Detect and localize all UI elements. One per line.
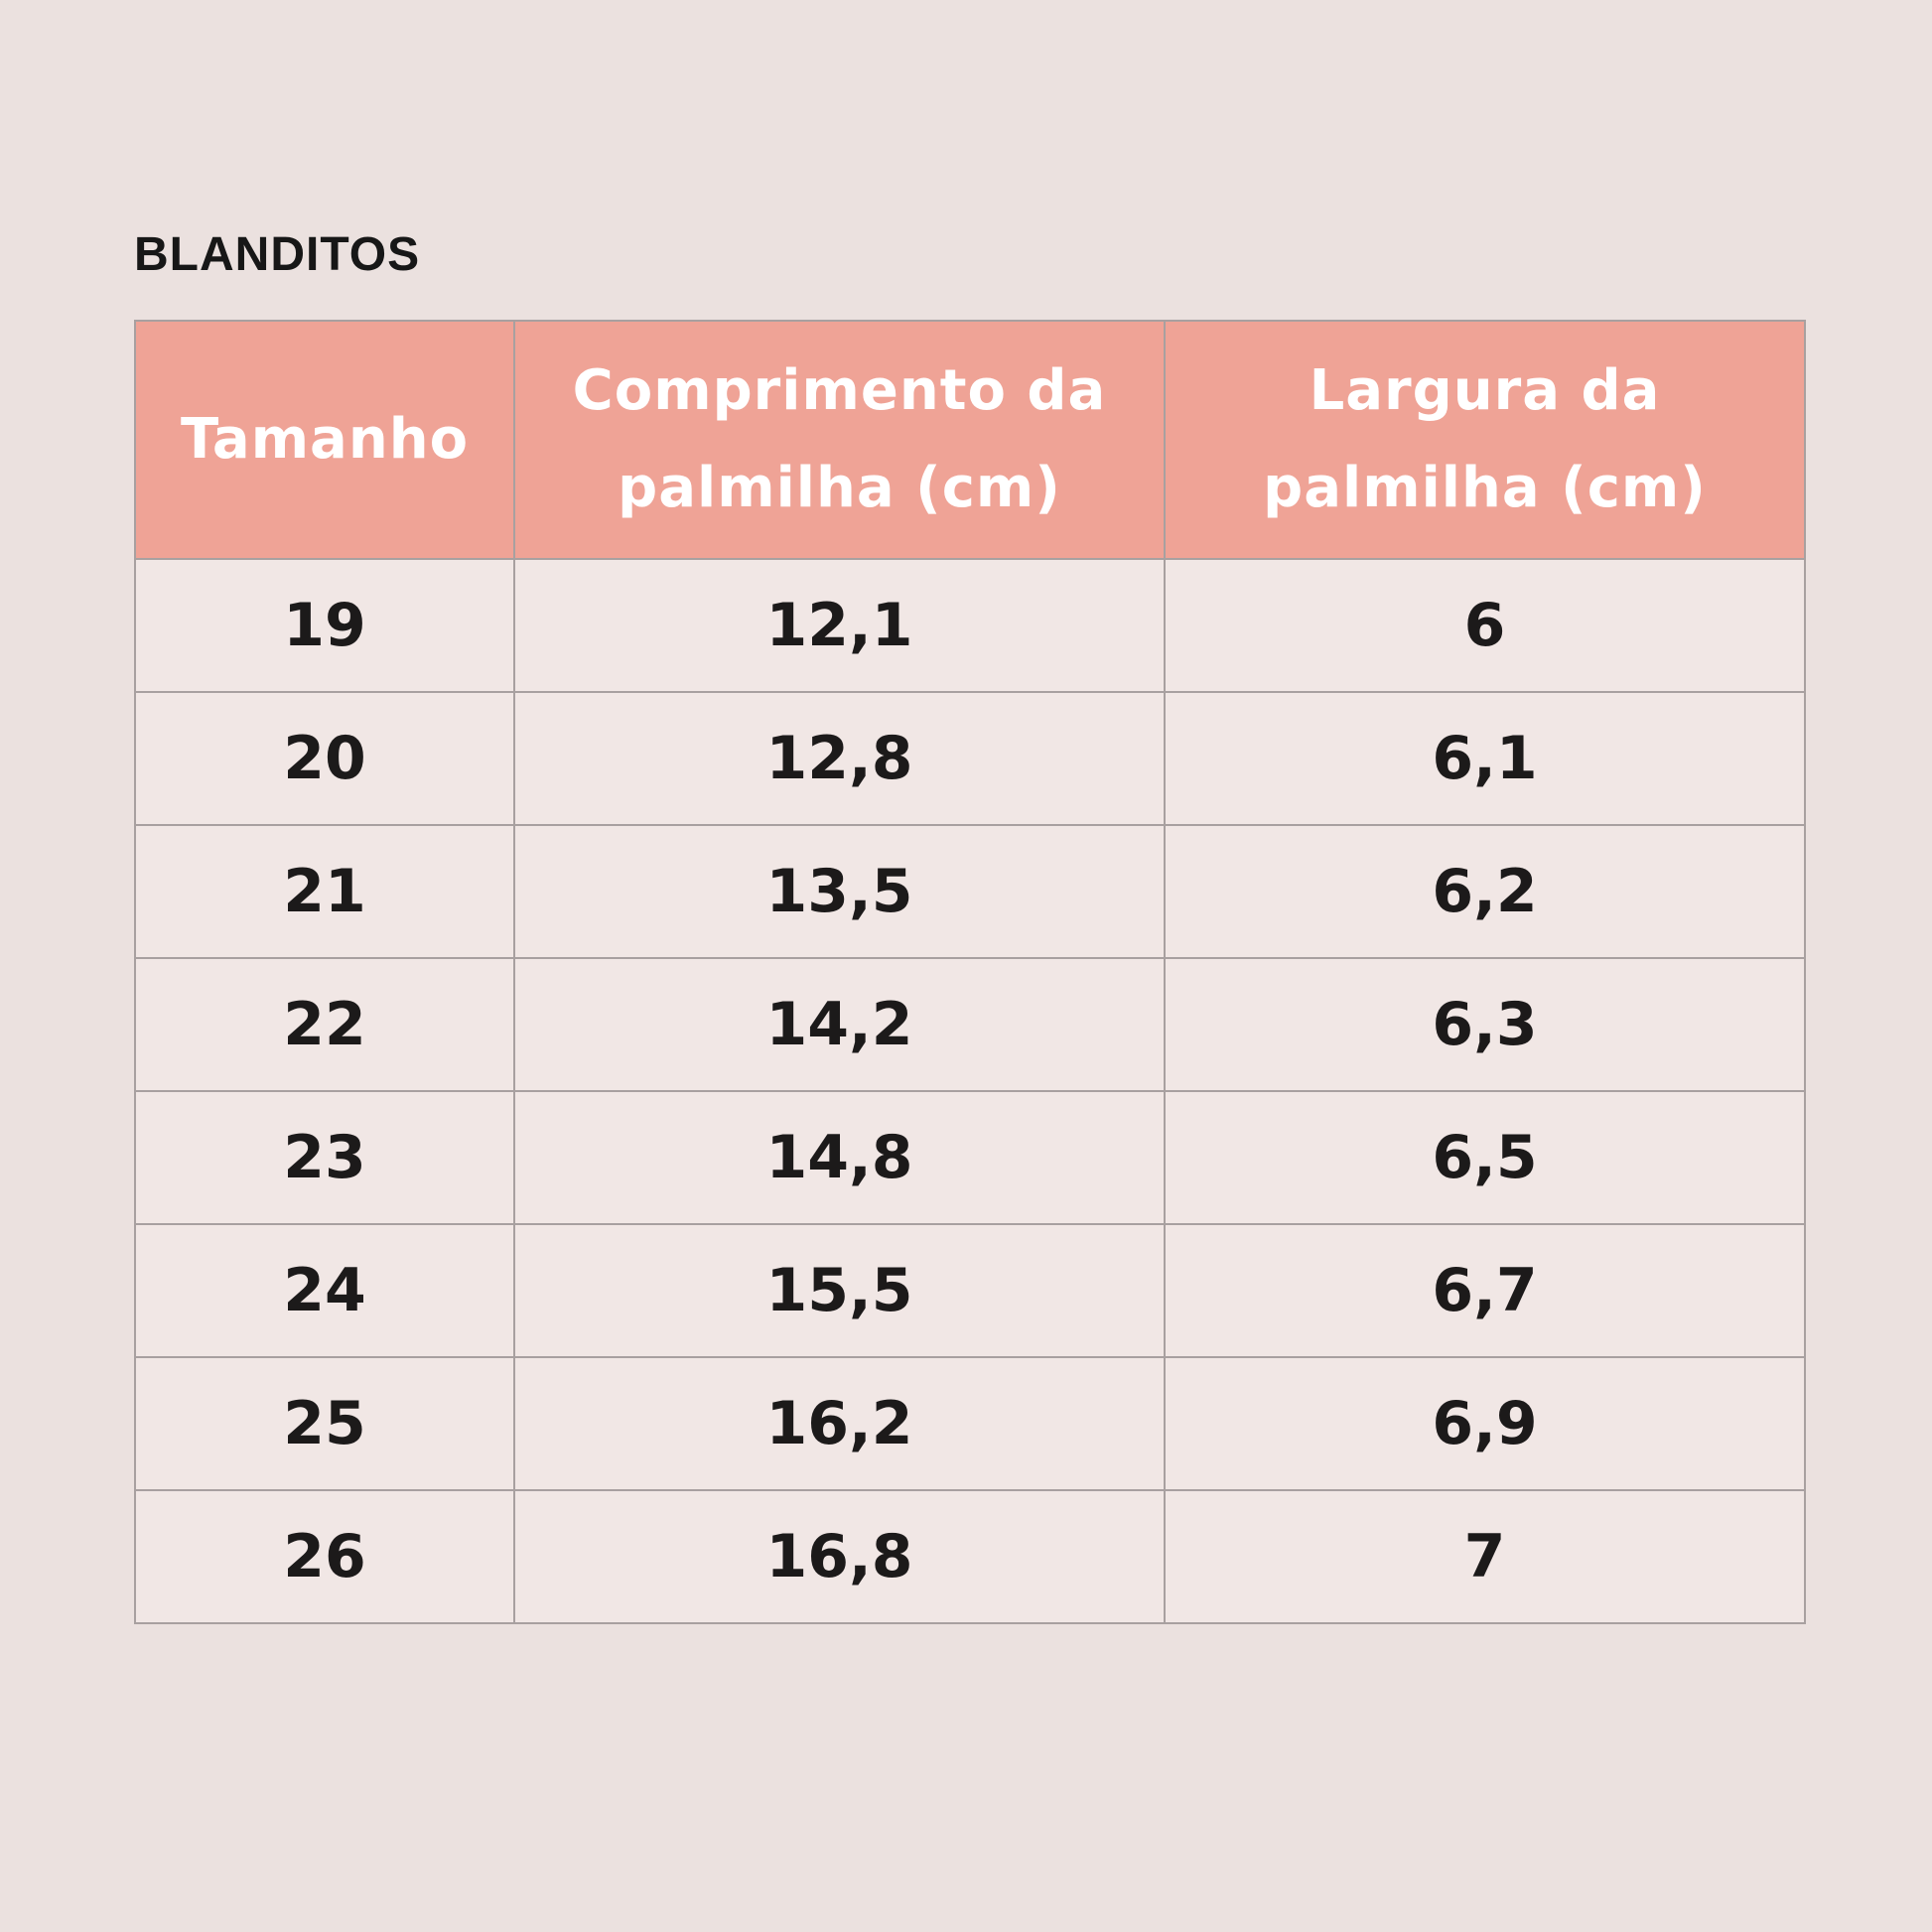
column-header-label: palmilha (cm) <box>618 455 1061 520</box>
column-header-size: Tamanho <box>134 319 515 560</box>
table-cell-size: 24 <box>134 1222 515 1358</box>
table-row: 23 14,8 6,5 <box>134 1089 1806 1225</box>
table-cell-length: 15,5 <box>513 1222 1166 1358</box>
column-header-label: Comprimento da <box>572 357 1107 423</box>
table-cell-length: 12,1 <box>513 557 1166 693</box>
size-chart-table: Tamanho Comprimento da palmilha (cm) Lar… <box>134 319 1806 1624</box>
table-cell-size: 26 <box>134 1488 515 1624</box>
table-row: 24 15,5 6,7 <box>134 1222 1806 1358</box>
table-cell-size: 23 <box>134 1089 515 1225</box>
column-header-label: Tamanho <box>180 406 470 472</box>
table-cell-length: 12,8 <box>513 690 1166 826</box>
table-cell-length: 16,8 <box>513 1488 1166 1624</box>
column-header-insole-length: Comprimento da palmilha (cm) <box>513 319 1166 560</box>
table-cell-size: 19 <box>134 557 515 693</box>
table-row: 22 14,2 6,3 <box>134 956 1806 1092</box>
table-cell-width: 6,1 <box>1164 690 1806 826</box>
page-title: BLANDITOS <box>134 228 421 281</box>
table-cell-size: 20 <box>134 690 515 826</box>
table-cell-width: 6 <box>1164 557 1806 693</box>
table-row: 21 13,5 6,2 <box>134 823 1806 959</box>
table-cell-width: 6,7 <box>1164 1222 1806 1358</box>
table-cell-size: 21 <box>134 823 515 959</box>
table-body: 19 12,1 6 20 12,8 6,1 21 13,5 6,2 22 14,… <box>134 557 1806 1624</box>
header-row: Tamanho Comprimento da palmilha (cm) Lar… <box>134 319 1806 560</box>
table-cell-width: 6,3 <box>1164 956 1806 1092</box>
table-cell-width: 6,5 <box>1164 1089 1806 1225</box>
column-header-label: Largura da <box>1309 357 1661 423</box>
table-row: 19 12,1 6 <box>134 557 1806 693</box>
table-cell-width: 6,9 <box>1164 1355 1806 1491</box>
column-header-insole-width: Largura da palmilha (cm) <box>1164 319 1806 560</box>
table-row: 25 16,2 6,9 <box>134 1355 1806 1491</box>
column-header-label: palmilha (cm) <box>1263 455 1707 520</box>
table-cell-length: 14,2 <box>513 956 1166 1092</box>
table-row: 20 12,8 6,1 <box>134 690 1806 826</box>
table-cell-length: 14,8 <box>513 1089 1166 1225</box>
table-cell-width: 6,2 <box>1164 823 1806 959</box>
table-row: 26 16,8 7 <box>134 1488 1806 1624</box>
table-header: Tamanho Comprimento da palmilha (cm) Lar… <box>134 319 1806 560</box>
table-cell-length: 13,5 <box>513 823 1166 959</box>
table-cell-size: 22 <box>134 956 515 1092</box>
table-cell-length: 16,2 <box>513 1355 1166 1491</box>
table-cell-size: 25 <box>134 1355 515 1491</box>
table-cell-width: 7 <box>1164 1488 1806 1624</box>
